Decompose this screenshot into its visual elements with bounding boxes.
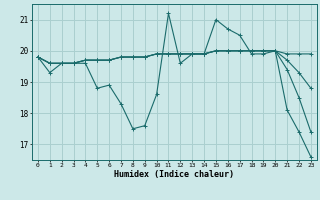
X-axis label: Humidex (Indice chaleur): Humidex (Indice chaleur) [115,170,234,179]
